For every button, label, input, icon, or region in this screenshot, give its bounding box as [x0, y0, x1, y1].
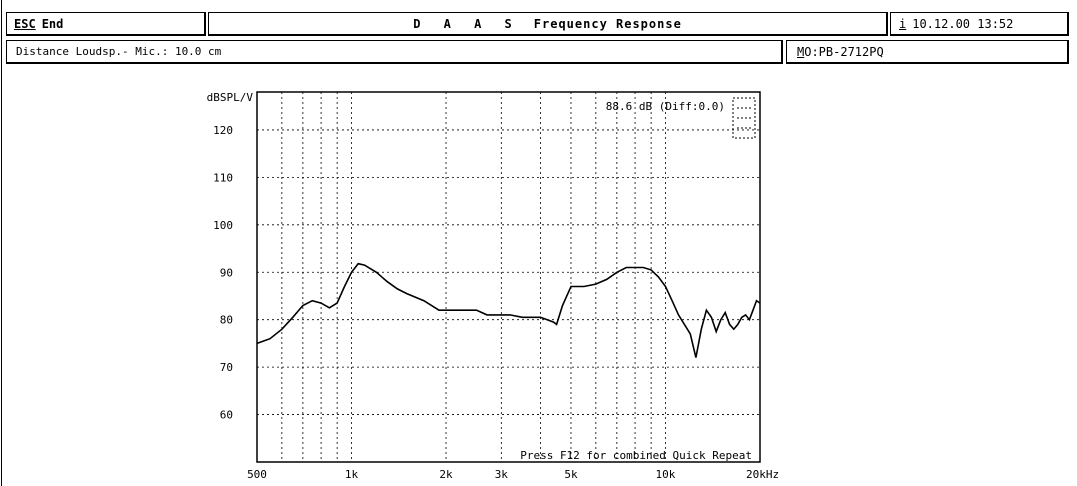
y-tick-label: 80	[220, 314, 233, 327]
y-tick-label: 60	[220, 409, 233, 422]
x-tick-label: 3k	[495, 468, 509, 481]
window-title: D A A S Frequency Response	[208, 12, 888, 36]
x-axis-tick-labels: 500 1k 2k 3k 5k 10k 20kHz	[247, 468, 779, 481]
y-tick-label: 120	[213, 124, 233, 137]
x-tick-label: 5k	[564, 468, 578, 481]
scale-legend-box	[732, 97, 756, 139]
x-tick-label: 1k	[345, 468, 359, 481]
title-prefix: D A A S	[413, 17, 520, 31]
window-left-border	[1, 0, 2, 486]
x-tick-label: 2k	[439, 468, 453, 481]
info-key-hint: i	[899, 17, 907, 31]
x-tick-label: 500	[247, 468, 267, 481]
plot-grid	[257, 92, 760, 462]
y-tick-label: 100	[213, 219, 233, 232]
y-axis-tick-labels: 60 70 80 90 100 110 120	[213, 124, 233, 422]
end-button[interactable]: ESC End	[6, 12, 206, 36]
plot-frame	[256, 91, 761, 463]
info-datetime-button[interactable]: i 10.12.00 13:52	[890, 12, 1069, 36]
distance-text: Distance Loudsp.- Mic.: 10.0 cm	[16, 45, 222, 58]
datetime-text: 10.12.00 13:52	[912, 17, 1014, 31]
end-label: End	[41, 17, 64, 31]
quick-repeat-hint[interactable]: Press F12 for combined Quick Repeat	[520, 449, 752, 462]
x-tick-label: 10k	[656, 468, 676, 481]
y-tick-label: 70	[220, 361, 233, 374]
model-key-hint: M	[797, 45, 805, 59]
y-axis-label: dBSPL/V	[207, 91, 254, 104]
y-tick-label: 90	[220, 266, 233, 279]
y-tick-label: 110	[213, 171, 233, 184]
title-main: Frequency Response	[533, 17, 682, 31]
level-annotation: 88.6 dB (Diff:0.0)	[606, 100, 725, 113]
distance-field: Distance Loudsp.- Mic.: 10.0 cm	[6, 40, 783, 64]
x-tick-label: 20kHz	[746, 468, 779, 481]
frequency-response-series-line	[256, 262, 761, 358]
esc-key-hint: ESC	[14, 17, 36, 31]
model-field[interactable]: MO:PB-2712PQ	[786, 40, 1069, 64]
model-value: O:PB-2712PQ	[804, 45, 884, 59]
